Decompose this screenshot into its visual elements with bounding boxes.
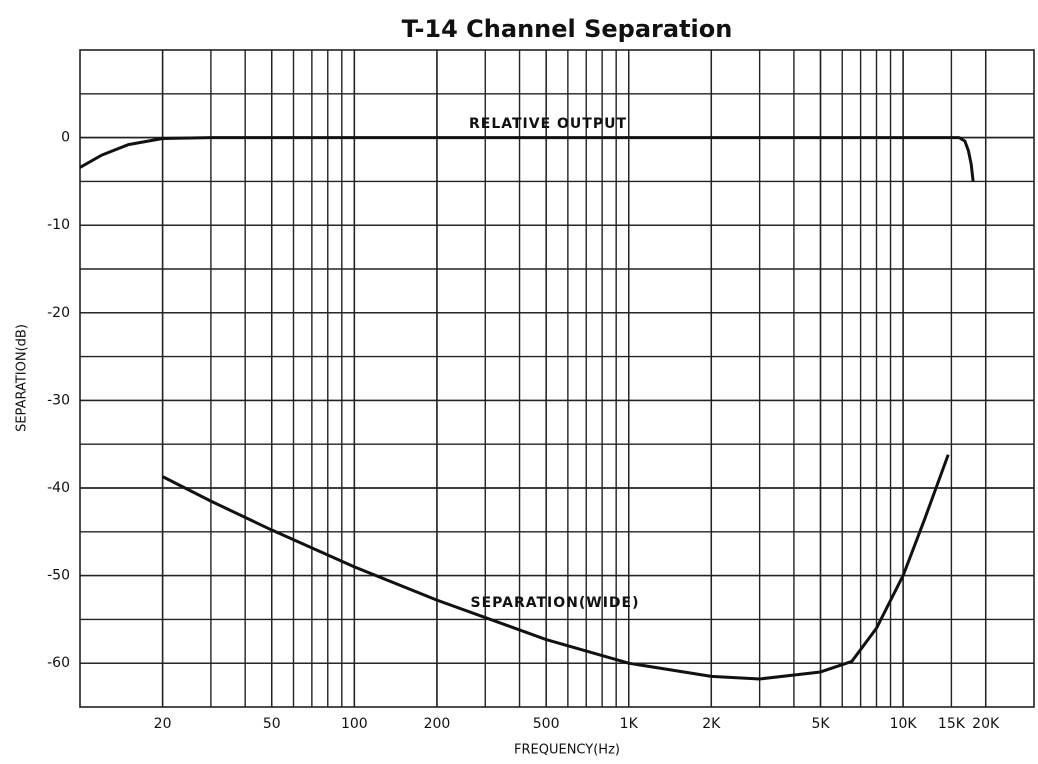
x-tick-label: 5K [811, 716, 830, 732]
series-label: SEPARATION(WIDE) [471, 595, 640, 611]
x-tick-label: 200 [424, 716, 451, 732]
y-tick-label: 0 [61, 130, 70, 146]
x-tick-label: 500 [533, 716, 560, 732]
x-tick-label: 2K [702, 716, 721, 732]
series-label: RELATIVE OUTPUT [469, 116, 627, 132]
x-tick-label: 50 [263, 716, 281, 732]
data-line [161, 454, 950, 681]
y-tick-label: -30 [47, 392, 70, 408]
plot-frame [79, 49, 1035, 708]
x-axis-label: FREQUENCY(Hz) [514, 743, 620, 758]
x-tick-label: 1K [620, 716, 639, 732]
data-line [79, 136, 975, 182]
y-tick-label: -40 [47, 480, 70, 496]
y-tick-label: -10 [47, 217, 70, 233]
x-tick-label: 20 [154, 716, 172, 732]
chart-title: T-14 Channel Separation [402, 15, 733, 43]
y-tick-label: -60 [47, 655, 70, 671]
y-tick-label: -50 [47, 568, 70, 584]
x-tick-label: 20K [972, 716, 1000, 732]
x-tick-label: 15K [938, 716, 966, 732]
y-axis-label: SEPARATION(dB) [15, 324, 30, 432]
x-tick-label: 100 [341, 716, 368, 732]
x-tick-label: 10K [890, 716, 918, 732]
y-tick-label: -20 [47, 305, 70, 321]
